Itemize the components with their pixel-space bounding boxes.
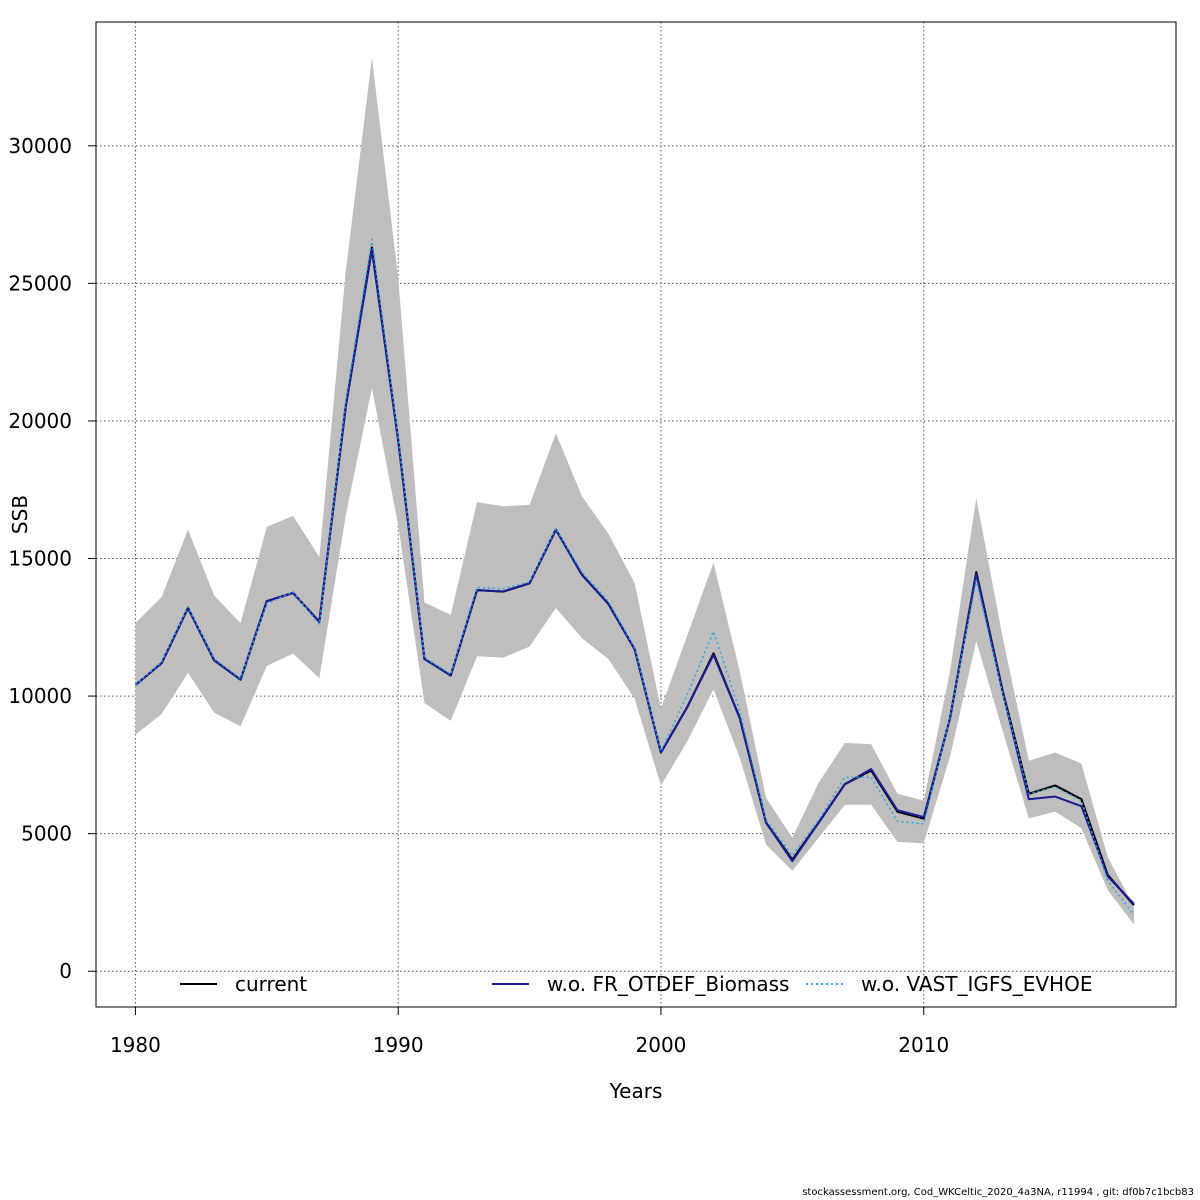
y-tick-label: 20000 <box>8 409 72 433</box>
x-tick-label: 1980 <box>110 1033 161 1057</box>
series-line-3 <box>134 238 1135 916</box>
x-axis-title: Years <box>609 1079 663 1103</box>
x-tick-label: 2000 <box>636 1033 687 1057</box>
footer-credit: stockassessment.org, Cod_WKCeltic_2020_4… <box>802 1187 1194 1198</box>
y-tick-label: 0 <box>59 959 72 983</box>
legend-label-1: current <box>235 972 307 996</box>
confidence-band-group <box>135 57 1134 925</box>
y-tick-label: 25000 <box>8 271 72 295</box>
y-tick-label: 15000 <box>8 547 72 571</box>
y-axis: 0 5000 10000 15000 20000 25000 30000 <box>8 134 96 983</box>
legend-label-2: w.o. FR_OTDEF_Biomass <box>547 972 789 996</box>
y-tick-label: 5000 <box>21 822 72 846</box>
plot-frame <box>95 21 1177 1008</box>
series-line-2 <box>134 249 1135 905</box>
legend-label-3: w.o. VAST_IGFS_EVHOE <box>861 972 1092 996</box>
x-tick-label: 1990 <box>373 1033 424 1057</box>
y-axis-title: SSB <box>8 495 32 534</box>
series-lines-group <box>134 238 1135 916</box>
y-tick-label: 30000 <box>8 134 72 158</box>
legend: current w.o. FR_OTDEF_Biomass w.o. VAST_IG… <box>180 972 1092 996</box>
grid-lines <box>96 22 1176 1007</box>
x-axis: 1980 1990 2000 2010 <box>110 1007 949 1057</box>
y-tick-label: 10000 <box>8 684 72 708</box>
x-tick-label: 2010 <box>898 1033 949 1057</box>
confidence-band <box>135 57 1134 925</box>
